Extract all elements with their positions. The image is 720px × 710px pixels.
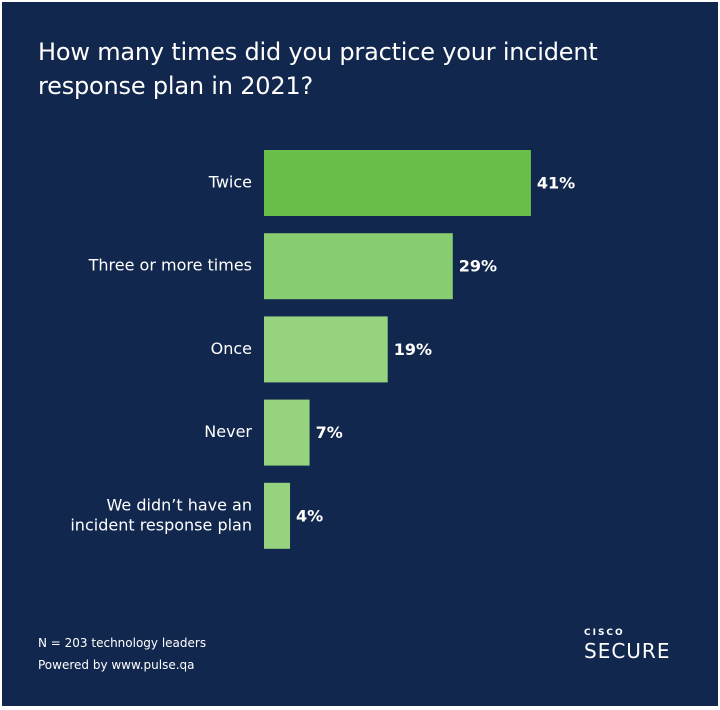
value-label-2: 19% xyxy=(394,340,432,359)
value-label-0: 41% xyxy=(537,174,575,193)
category-label-line: We didn’t have an xyxy=(107,495,252,514)
value-label-1: 29% xyxy=(459,257,497,276)
category-label-line: Three or more times xyxy=(88,256,252,275)
category-label-line: Never xyxy=(204,422,252,441)
category-label-line: Twice xyxy=(208,173,252,192)
bar-1 xyxy=(264,233,453,300)
footnote: N = 203 technology leaders Powered by ww… xyxy=(38,632,206,676)
logo-brand-text: CISCO xyxy=(584,628,625,638)
category-label-line: incident response plan xyxy=(70,515,252,534)
logo-product-text: SECURE xyxy=(584,639,671,663)
category-label-2: Once xyxy=(211,339,252,358)
category-label-1: Three or more times xyxy=(88,256,252,275)
bar-chart: 41% Twice 29% Three or more times 19% Once 7% N… xyxy=(70,150,575,549)
bar-3 xyxy=(264,399,310,466)
bar-4 xyxy=(264,482,291,549)
chart-title: How many times did you practice your inc… xyxy=(38,38,598,100)
sample-size-note: N = 203 technology leaders xyxy=(38,636,207,650)
bar-2 xyxy=(264,316,388,383)
powered-by-note: Powered by www.pulse.qa xyxy=(38,658,195,672)
value-label-4: 4% xyxy=(296,506,323,525)
category-label-0: Twice xyxy=(208,173,252,192)
category-label-3: Never xyxy=(204,422,252,441)
cisco-secure-logo: CISCO SECURE xyxy=(584,628,670,663)
value-label-3: 7% xyxy=(316,423,343,442)
category-label-line: Once xyxy=(211,339,252,358)
bar-0 xyxy=(264,150,531,216)
category-label-4: We didn’t have an incident response plan xyxy=(70,495,252,534)
